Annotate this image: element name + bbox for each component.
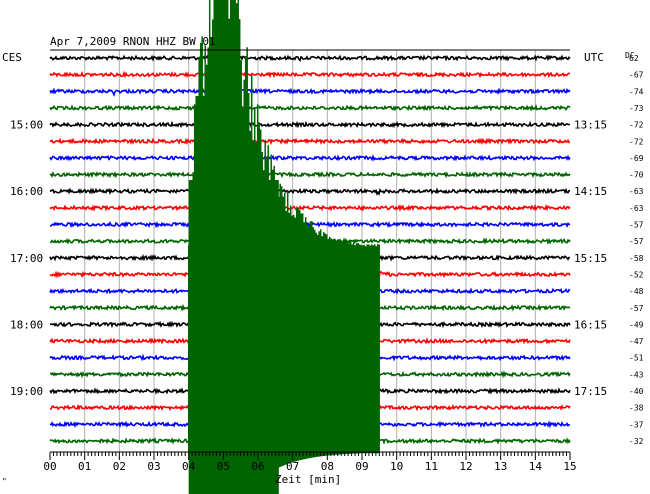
- x-tick-label: 12: [459, 460, 472, 473]
- dc-value: -72: [629, 137, 644, 146]
- left-hour-label: 17:00: [10, 252, 43, 265]
- dc-value: -72: [629, 121, 644, 130]
- trace-line: [49, 120, 571, 129]
- dc-value: -57: [629, 304, 644, 313]
- x-tick-label: 11: [425, 460, 438, 473]
- dc-value: -67: [629, 71, 644, 80]
- x-tick-label: 15: [563, 460, 576, 473]
- dc-value: -73: [629, 104, 644, 113]
- dc-value: -49: [629, 320, 644, 329]
- trace-line: [49, 203, 571, 212]
- x-tick-label: 13: [494, 460, 507, 473]
- x-tick-label: 08: [321, 460, 334, 473]
- trace-line: [49, 104, 571, 112]
- x-tick-label: 04: [182, 460, 196, 473]
- trace-line: [49, 170, 571, 179]
- earthquake-fill: [188, 180, 279, 494]
- dc-value: -57: [629, 221, 644, 230]
- trace-line: [49, 70, 571, 79]
- x-tick-label: 05: [217, 460, 230, 473]
- dc-value: 62: [629, 54, 639, 63]
- chart-title: Apr 7,2009 RNON HHZ BW 01: [50, 35, 216, 48]
- right-hour-label: 17:15: [574, 385, 607, 398]
- x-tick-label: 01: [78, 460, 91, 473]
- left-hour-label: 15:00: [10, 119, 43, 132]
- trace-line: [49, 153, 571, 162]
- left-hour-label: 19:00: [10, 385, 43, 398]
- left-axis-label: CES: [2, 51, 22, 64]
- x-tick-label: 10: [390, 460, 403, 473]
- dc-value: -63: [629, 204, 644, 213]
- right-hour-label: 15:15: [574, 252, 607, 265]
- dc-value: -63: [629, 187, 644, 196]
- dc-value: -58: [629, 254, 644, 263]
- x-tick-label: 03: [147, 460, 160, 473]
- right-axis-label: UTC: [584, 51, 604, 64]
- x-tick-label: 07: [286, 460, 299, 473]
- x-tick-label: 14: [529, 460, 543, 473]
- corner-mark: ": [2, 477, 7, 486]
- dc-label: DC: [625, 51, 635, 60]
- left-hour-label: 18:00: [10, 318, 43, 331]
- x-tick-label: 00: [43, 460, 56, 473]
- dc-value: -47: [629, 337, 644, 346]
- right-hour-label: 13:15: [574, 119, 607, 132]
- trace-line: [49, 137, 571, 146]
- x-axis-label: Zeit [min]: [275, 473, 341, 486]
- x-tick-label: 06: [251, 460, 264, 473]
- left-hour-label: 16:00: [10, 185, 43, 198]
- axes: 00 01 02 03 04 05 06 07 08 09 10 11 12 13 14 15 15:00 16:…: [10, 49, 644, 473]
- right-hour-label: 14:15: [574, 185, 607, 198]
- trace-line: [49, 54, 571, 63]
- dc-value: -74: [629, 87, 644, 96]
- dc-value: -43: [629, 370, 644, 379]
- dc-value: -57: [629, 237, 644, 246]
- dc-value: -32: [629, 437, 644, 446]
- dc-value: -69: [629, 154, 644, 163]
- dc-value: -70: [629, 171, 644, 180]
- x-tick-label: 09: [355, 460, 368, 473]
- right-hour-label: 16:15: [574, 318, 607, 331]
- dc-value: -52: [629, 270, 644, 279]
- earthquake-overlay: [187, 0, 380, 494]
- dc-value: -38: [629, 404, 644, 413]
- dc-value: -48: [629, 287, 644, 296]
- trace-line: [49, 87, 571, 97]
- x-tick-label: 02: [113, 460, 126, 473]
- dc-value: -40: [629, 387, 644, 396]
- dc-value: -37: [629, 420, 644, 429]
- trace-line: [49, 187, 571, 196]
- dc-value: -51: [629, 354, 644, 363]
